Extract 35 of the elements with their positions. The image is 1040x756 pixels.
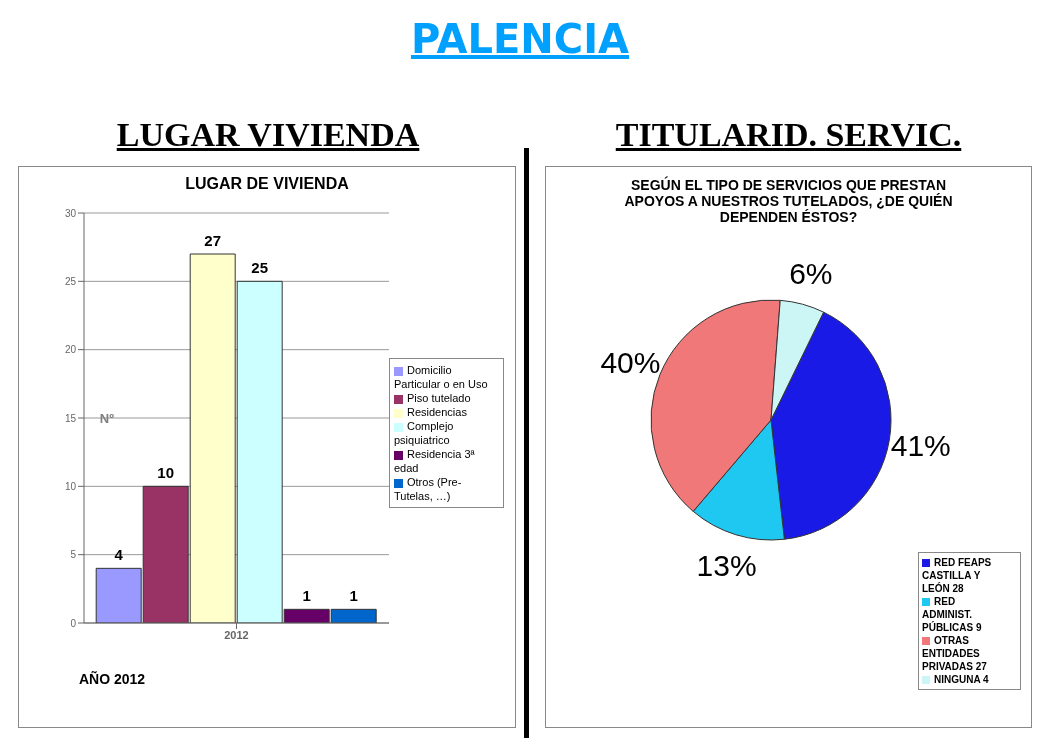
data-label: 40% bbox=[600, 345, 661, 379]
legend-label: Domicilio Particular o en Uso bbox=[394, 364, 488, 390]
y-tick-label: 30 bbox=[64, 207, 77, 219]
y-tick-label: 20 bbox=[64, 344, 77, 356]
legend-label: Otros (Pre-Tutelas, …) bbox=[394, 476, 462, 502]
data-label: 1 bbox=[302, 587, 311, 605]
data-label: 4 bbox=[114, 546, 124, 564]
legend-label: Residencias bbox=[407, 406, 467, 418]
y-tick-label: 25 bbox=[64, 275, 77, 287]
chart-title: TITULARID. SERVIC. bbox=[614, 116, 963, 154]
y-axis-title: Nº bbox=[99, 410, 115, 426]
legend-label: RED FEAPS CASTILLA Y LEÓN 28 bbox=[922, 557, 992, 594]
legend-label: OTRAS ENTIDADES PRIVADAS 27 bbox=[922, 635, 987, 672]
data-label: 27 bbox=[204, 232, 222, 249]
y-tick-label: 15 bbox=[64, 412, 77, 424]
chart-subtitle: LUGAR DE VIVIENDA bbox=[184, 175, 350, 193]
legend-label: Piso tutelado bbox=[407, 392, 471, 404]
text: PALENCIA bbox=[409, 16, 631, 62]
text: AÑO 2012 bbox=[79, 671, 146, 687]
data-label: 25 bbox=[251, 259, 269, 277]
data-label: 1 bbox=[349, 587, 358, 605]
data-label: 10 bbox=[157, 464, 175, 482]
legend-label: NINGUNA 4 bbox=[934, 674, 989, 685]
data-label: 13% bbox=[696, 548, 757, 582]
y-tick-label: 10 bbox=[64, 480, 77, 492]
chart-subtitle: SEGÚN EL TIPO DE SERVICIOS QUE PRESTAN APOYOS A NUESTROS TUTELADOS, ¿DE QUIÉN DEPENDEN ÉSTOS? bbox=[623, 177, 954, 225]
chart-title: LUGAR VIVIENDA bbox=[115, 116, 421, 154]
y-tick-label: 5 bbox=[70, 549, 77, 561]
x-tick-label: 2012 bbox=[224, 628, 249, 641]
data-label: 6% bbox=[789, 256, 833, 290]
y-tick-label: 0 bbox=[70, 617, 77, 629]
legend-label: Residencia 3ª edad bbox=[394, 448, 475, 474]
data-label: 41% bbox=[890, 429, 951, 463]
legend-label: Complejo psiquiatrico bbox=[394, 420, 454, 446]
legend-label: RED ADMINIST. PÚBLICAS 9 bbox=[922, 596, 982, 633]
